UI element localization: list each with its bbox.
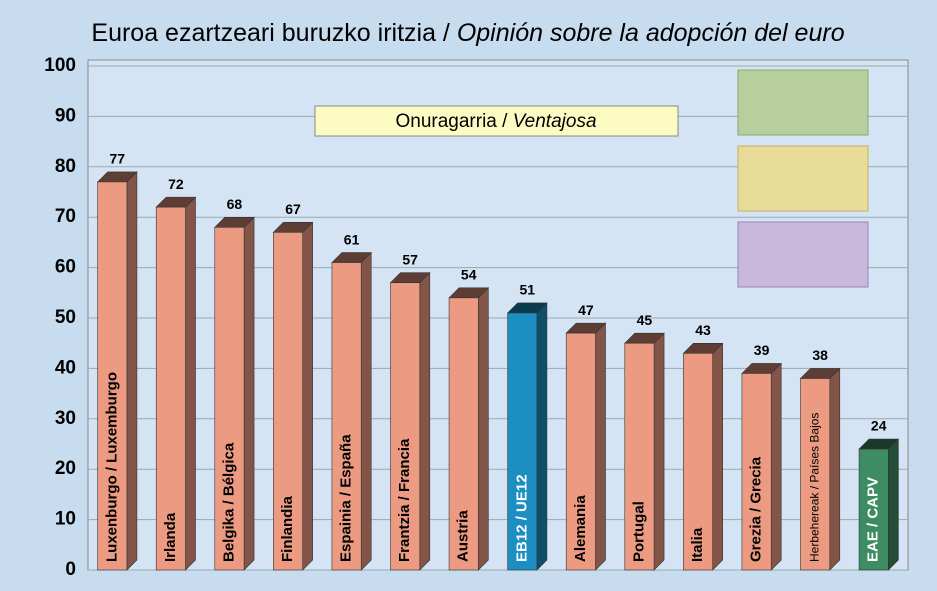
category-label: Grezia / Grecia bbox=[748, 456, 765, 562]
category-label: Portugal bbox=[630, 501, 647, 562]
category-label: Herbehereak / Países Bajos bbox=[807, 413, 821, 562]
category-label: Italia bbox=[689, 527, 706, 562]
bar-side bbox=[361, 253, 371, 570]
category-label: Espainia / España bbox=[338, 434, 355, 562]
bar-side bbox=[244, 217, 254, 570]
y-tick-label: 50 bbox=[55, 307, 76, 328]
value-label: 43 bbox=[695, 322, 711, 338]
value-label: 39 bbox=[754, 342, 770, 358]
value-label: 54 bbox=[461, 267, 477, 283]
category-label: Irlanda bbox=[162, 512, 179, 562]
value-label: 61 bbox=[344, 231, 360, 247]
y-tick-label: 80 bbox=[55, 156, 76, 177]
bar-side bbox=[303, 222, 313, 570]
y-tick-label: 40 bbox=[55, 357, 76, 378]
title-part: Euroa ezartzeari buruzko iritzia / bbox=[91, 19, 456, 47]
value-label: 51 bbox=[519, 282, 535, 298]
y-tick-label: 90 bbox=[55, 105, 76, 126]
bar-side bbox=[888, 439, 898, 570]
y-tick-label: 70 bbox=[55, 206, 76, 227]
banknote bbox=[738, 222, 868, 287]
chart: Euroa ezartzeari buruzko iritzia / Opini… bbox=[0, 0, 937, 591]
y-tick-label: 100 bbox=[44, 55, 76, 76]
y-tick-label: 10 bbox=[55, 509, 76, 530]
bar-side bbox=[596, 323, 606, 570]
value-label: 24 bbox=[871, 418, 887, 434]
value-label: 67 bbox=[285, 201, 301, 217]
category-label: Finlandia bbox=[279, 496, 296, 562]
bar-side bbox=[186, 197, 196, 570]
category-label: Austria bbox=[455, 510, 472, 562]
chart-title: Euroa ezartzeari buruzko iritzia / Opini… bbox=[91, 19, 844, 47]
category-label: Alemania bbox=[572, 495, 589, 562]
bar-side bbox=[713, 343, 723, 570]
bar-side bbox=[127, 172, 137, 570]
value-label: 72 bbox=[168, 176, 184, 192]
bar-side bbox=[478, 288, 488, 570]
annotation-part: Ventajosa bbox=[513, 111, 597, 132]
y-tick-label: 30 bbox=[55, 408, 76, 429]
banknotes bbox=[738, 70, 868, 287]
bar-side bbox=[537, 303, 547, 570]
page: Euroa ezartzeari buruzko iritzia / Opini… bbox=[0, 0, 937, 591]
category-label: EAE / CAPV bbox=[865, 477, 882, 562]
annotation: Onuragarria / Ventajosa bbox=[395, 111, 596, 132]
banknote bbox=[738, 70, 868, 135]
bar-side bbox=[654, 333, 664, 570]
bar-side bbox=[420, 273, 430, 570]
value-label: 57 bbox=[402, 251, 418, 267]
value-label: 68 bbox=[227, 196, 243, 212]
category-label: Frantzia / Francia bbox=[396, 438, 413, 562]
y-tick-label: 0 bbox=[65, 559, 76, 580]
banknote bbox=[738, 146, 868, 211]
title-part: Opinión sobre la adopción del euro bbox=[457, 19, 845, 47]
value-label: 77 bbox=[109, 151, 125, 167]
category-label: EB12 / UE12 bbox=[513, 474, 530, 562]
value-label: 38 bbox=[812, 347, 828, 363]
annotation-part: Onuragarria / bbox=[395, 111, 512, 132]
y-tick-label: 60 bbox=[55, 257, 76, 278]
category-label: Belgika / Bélgica bbox=[220, 442, 237, 562]
bar-side bbox=[771, 363, 781, 570]
bar-side bbox=[830, 368, 840, 570]
category-label: Luxenburgo / Luxemburgo bbox=[103, 372, 120, 562]
value-label: 45 bbox=[637, 312, 653, 328]
y-tick-label: 20 bbox=[55, 458, 76, 479]
value-label: 47 bbox=[578, 302, 594, 318]
